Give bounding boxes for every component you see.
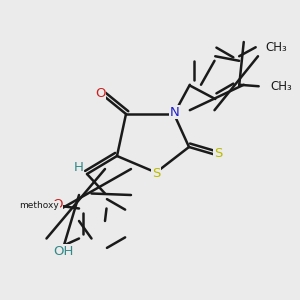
Text: H: H [74, 161, 83, 174]
Text: S: S [152, 167, 160, 180]
Text: OH: OH [53, 245, 73, 258]
Text: CH₃: CH₃ [265, 41, 287, 54]
Text: O: O [52, 198, 63, 211]
Text: N: N [170, 106, 180, 119]
Text: CH₃: CH₃ [270, 80, 292, 93]
Text: O: O [95, 87, 106, 100]
Text: methoxy: methoxy [20, 201, 59, 210]
Text: S: S [214, 147, 222, 161]
